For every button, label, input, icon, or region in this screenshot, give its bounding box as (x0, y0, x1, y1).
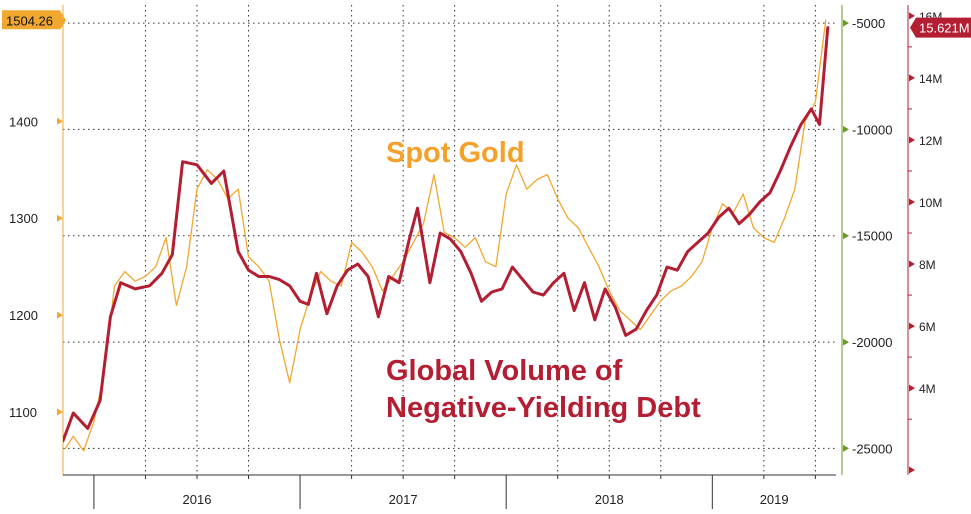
mid-axis-tick-label: -15000 (852, 229, 892, 244)
mid-axis-tick-marker (843, 19, 849, 27)
gold-last-value-label: 1504.26 (6, 13, 53, 28)
right-axis-tick-marker (909, 384, 915, 392)
mid-axis-tick-marker (843, 232, 849, 240)
left-axis-tick-marker (57, 214, 63, 222)
gold-last-value-tag (2, 10, 60, 30)
gold-last-value-tag-arrow (60, 10, 66, 30)
mid-axis-tick-marker (843, 338, 849, 346)
left-axis-tick-marker (57, 311, 63, 319)
mid-axis-tick-label: -20000 (852, 335, 892, 350)
debt-last-value-tag-arrow (910, 17, 916, 38)
x-axis-tick-label: 2016 (183, 492, 212, 507)
x-axis-tick-label: 2018 (595, 492, 624, 507)
left-axis-tick-label: 1200 (9, 308, 38, 323)
mid-axis-tick-label: -5000 (852, 16, 885, 31)
right-axis-tick-marker (909, 198, 915, 206)
right-axis-tick-marker (909, 260, 915, 268)
right-axis-tick-marker (909, 322, 915, 330)
mid-axis-tick-marker (843, 125, 849, 133)
mid-axis-tick-marker (843, 444, 849, 452)
value-tags: 1504.26 15.621M (2, 10, 971, 38)
right-axis-tick-label: 12M (919, 134, 942, 148)
right-axis-tick-label: 14M (919, 72, 942, 86)
right-axis-tick-label: 10M (919, 196, 942, 210)
gold-line (64, 19, 827, 452)
debt-last-value-tag (916, 17, 971, 38)
right-axis-tick-label: 4M (919, 382, 936, 396)
left-axis-tick-marker (57, 408, 63, 416)
mid-axis-tick-label: -10000 (852, 122, 892, 137)
right-axis-tick-marker (909, 466, 915, 474)
left-axis-tick-label: 1100 (9, 405, 37, 420)
x-axis-tick-label: 2017 (389, 492, 418, 507)
debt-series-label-line2: Negative-Yielding Debt (386, 392, 701, 424)
right-axis-tick-label: 8M (919, 258, 936, 272)
gold-series-label: Spot Gold (386, 137, 525, 169)
right-axis-tick-marker (909, 136, 915, 144)
left-axis-tick-marker (57, 117, 63, 125)
left-axis-tick-label: 1400 (9, 114, 38, 129)
debt-series-label-line1: Global Volume of (386, 355, 623, 387)
x-axis-tick-label: 2019 (760, 492, 789, 507)
right-axis-tick-marker (909, 74, 915, 82)
right-axis-tick-marker (909, 12, 915, 20)
series-layer (63, 19, 830, 452)
debt-line (63, 26, 830, 443)
right-axis-tick-label: 6M (919, 320, 936, 334)
debt-last-value-label: 15.621M (919, 21, 970, 36)
mid-axis-tick-label: -25000 (852, 441, 892, 456)
left-axis-tick-label: 1300 (9, 211, 38, 226)
